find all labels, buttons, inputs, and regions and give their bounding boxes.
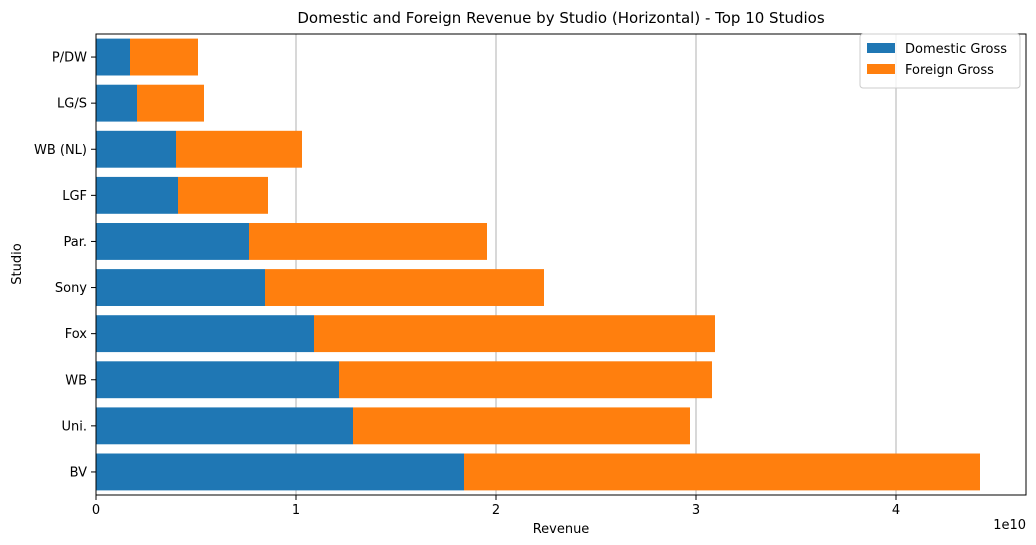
bar-domestic [96, 407, 353, 445]
bar-domestic [96, 361, 339, 399]
y-tick-label: Sony [55, 281, 87, 296]
bar-domestic [96, 176, 178, 214]
y-axis-ticks: BV Uni. WB Fox Sony Par. LGF WB (NL) LG/S P/DW [34, 51, 96, 480]
bar-foreign [178, 176, 268, 214]
bar-foreign [249, 223, 487, 260]
bar-foreign [176, 130, 302, 168]
bar-foreign [464, 453, 980, 491]
x-tick-label: 4 [892, 503, 900, 518]
x-tick-label: 1 [292, 503, 300, 518]
legend-swatch-domestic [867, 43, 895, 53]
bar-domestic [96, 453, 464, 491]
bar-foreign [314, 315, 715, 353]
legend: Domestic Gross Foreign Gross [859, 33, 1021, 89]
y-tick-label: Uni. [62, 419, 88, 434]
bar-foreign [265, 269, 544, 306]
y-tick-label: WB (NL) [34, 143, 87, 158]
x-axis-ticks: 0 1 2 3 4 [92, 495, 900, 518]
legend-label-domestic: Domestic Gross [905, 42, 1007, 57]
y-tick-label: P/DW [52, 51, 87, 66]
plot-frame [95, 33, 1027, 496]
chart-title: Domestic and Foreign Revenue by Studio (… [297, 9, 824, 27]
legend-swatch-foreign [867, 64, 895, 74]
x-tick-label: 2 [492, 503, 500, 518]
x-tick-label: 0 [92, 503, 100, 518]
y-tick-label: LG/S [57, 97, 87, 112]
bar-domestic [96, 269, 265, 306]
bar-domestic [96, 84, 137, 122]
legend-box [859, 33, 1021, 89]
bars [96, 38, 980, 491]
y-tick-label: Par. [63, 235, 87, 250]
bar-foreign [137, 84, 204, 122]
y-tick-label: LGF [62, 189, 87, 204]
y-tick-label: BV [70, 465, 88, 480]
bar-foreign [339, 361, 712, 399]
bar-domestic [96, 38, 130, 76]
x-axis-label: Revenue [533, 522, 590, 537]
legend-label-foreign: Foreign Gross [905, 63, 994, 78]
bar-domestic [96, 315, 314, 353]
x-tick-label: 3 [692, 503, 700, 518]
y-tick-label: Fox [65, 327, 88, 342]
x-axis-offset-label: 1e10 [993, 518, 1026, 533]
bar-foreign [353, 407, 690, 445]
y-axis-label: Studio [10, 243, 25, 284]
bar-domestic [96, 223, 249, 260]
bar-foreign [130, 38, 198, 76]
y-tick-label: WB [65, 373, 87, 388]
bar-domestic [96, 130, 176, 168]
